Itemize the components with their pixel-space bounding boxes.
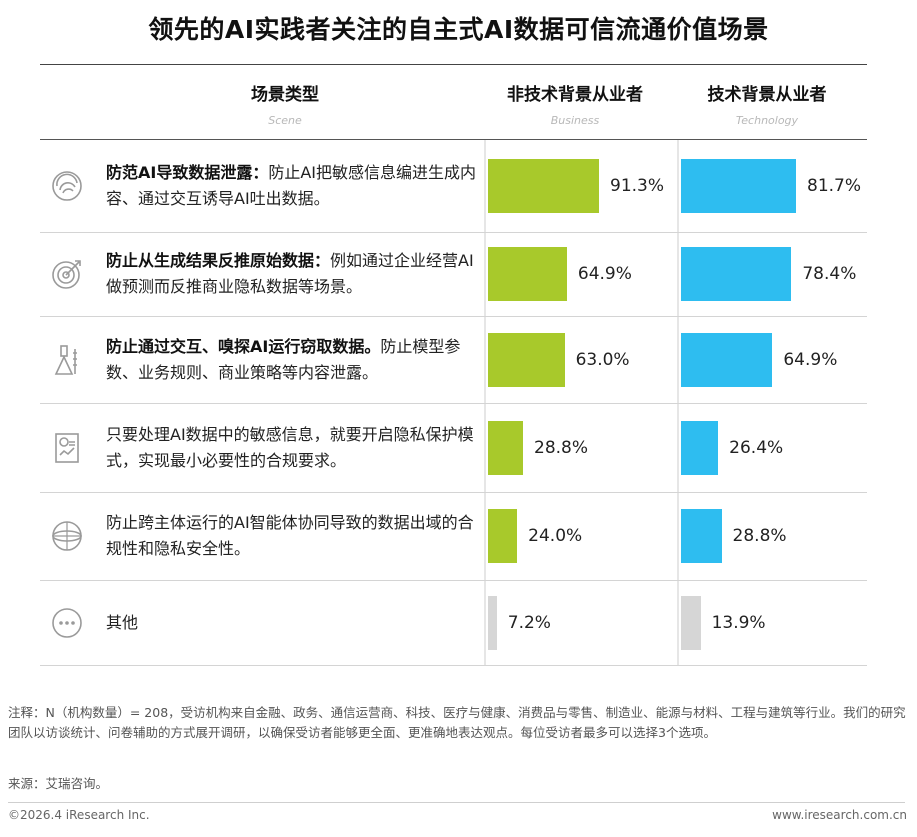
row-divider — [40, 580, 867, 581]
column-subheader-scene: Scene — [268, 114, 302, 127]
scene-label: 防止跨主体运行的AI智能体协同导致的数据出域的合规性和隐私安全性。 — [106, 510, 476, 562]
bar-technology — [681, 332, 773, 387]
bar-value-label-business: 28.8% — [534, 437, 589, 458]
scene-label: 防止通过交互、嗅探AI运行窃取数据。防止模型参数、业务规则、商业策略等内容泄露。 — [106, 334, 476, 386]
copyright: ©2026.4 iResearch Inc. — [8, 808, 150, 822]
source-note: 来源：艾瑞咨询。 — [8, 776, 109, 791]
column-header-scene: 场景类型 — [251, 85, 319, 105]
bar-value-label-business: 24.0% — [528, 526, 583, 546]
row-divider — [40, 232, 867, 233]
bar-value-label-technology: 81.7% — [807, 176, 862, 196]
bar-technology — [681, 595, 701, 650]
row-divider — [40, 316, 867, 317]
column-header-technology: 技术背景从业者 — [707, 85, 827, 105]
column-separator-technology — [677, 140, 679, 665]
website-url: www.iresearch.com.cn — [772, 808, 907, 822]
column-separator-business — [484, 140, 486, 665]
bar-business — [488, 595, 497, 650]
bar-technology — [681, 159, 796, 213]
scene-label: 只要处理AI数据中的敏感信息，就要开启隐私保护模式，实现最小必要性的合规要求。 — [106, 422, 476, 474]
bar-technology — [681, 247, 792, 301]
lab-tools-icon — [50, 343, 84, 377]
report-chart-icon — [50, 431, 84, 465]
scene-label-detail: 例如通过企业经营AI做预测而反推商业隐私数据等场景。 — [106, 251, 474, 296]
scene-label: 防范AI导致数据泄露：防止AI把敏感信息编进生成内容、通过交互诱导AI吐出数据。 — [106, 160, 476, 212]
swirl-icon — [50, 169, 84, 203]
bar-business — [488, 247, 567, 301]
more-dots-icon — [50, 606, 84, 640]
table-bottom-divider — [40, 665, 867, 666]
bar-value-label-technology: 28.8% — [732, 526, 787, 546]
target-icon — [50, 257, 84, 291]
bar-value-label-technology: 64.9% — [783, 349, 838, 370]
bar-technology — [681, 509, 722, 563]
footnote: 注释：N（机构数量）= 208，受访机构来自金融、政务、通信运营商、科技、医疗与… — [8, 705, 906, 740]
scene-label-detail: 防止跨主体运行的AI智能体协同导致的数据出域的合规性和隐私安全性。 — [106, 513, 474, 558]
scene-label-detail: 其他 — [106, 612, 139, 632]
bar-technology — [681, 420, 719, 475]
bar-value-label-business: 7.2% — [507, 612, 551, 633]
bar-business — [488, 509, 518, 563]
bar-value-label-business: 91.3% — [610, 176, 665, 196]
footer-divider — [8, 802, 905, 803]
scene-label-bold: 防范AI导致数据泄露： — [106, 163, 269, 182]
bar-value-label-technology: 13.9% — [711, 612, 766, 633]
bar-business — [488, 332, 565, 387]
scene-label-detail: 防止模型参数、业务规则、商业策略等内容泄露。 — [106, 336, 461, 382]
row-divider — [40, 403, 867, 404]
scene-label-bold: 防止从生成结果反推原始数据： — [106, 251, 331, 270]
column-subheader-business: Business — [550, 114, 600, 127]
header-divider — [40, 139, 867, 140]
globe-icon — [50, 519, 84, 553]
scene-label-detail: 防止AI把敏感信息编进生成内容、通过交互诱导AI吐出数据。 — [106, 163, 477, 208]
row-divider — [40, 492, 867, 493]
scene-label-detail: 只要处理AI数据中的敏感信息，就要开启隐私保护模式，实现最小必要性的合规要求。 — [106, 424, 474, 470]
bar-business — [488, 420, 523, 475]
bar-business — [488, 159, 599, 213]
chart-title: 领先的AI实践者关注的自主式AI数据可信流通价值场景 — [148, 15, 769, 44]
scene-label-bold: 防止通过交互、嗅探AI运行窃取数据。 — [106, 336, 381, 356]
bar-value-label-business: 64.9% — [577, 264, 632, 284]
scene-label: 其他 — [106, 610, 476, 636]
bar-value-label-technology: 78.4% — [802, 264, 857, 284]
top-divider — [40, 64, 867, 65]
column-header-business: 非技术背景从业者 — [507, 85, 643, 105]
bar-value-label-business: 63.0% — [575, 349, 630, 370]
column-subheader-technology: Technology — [735, 114, 799, 127]
bar-value-label-technology: 26.4% — [729, 437, 784, 458]
scene-label: 防止从生成结果反推原始数据：例如通过企业经营AI做预测而反推商业隐私数据等场景。 — [106, 248, 476, 300]
